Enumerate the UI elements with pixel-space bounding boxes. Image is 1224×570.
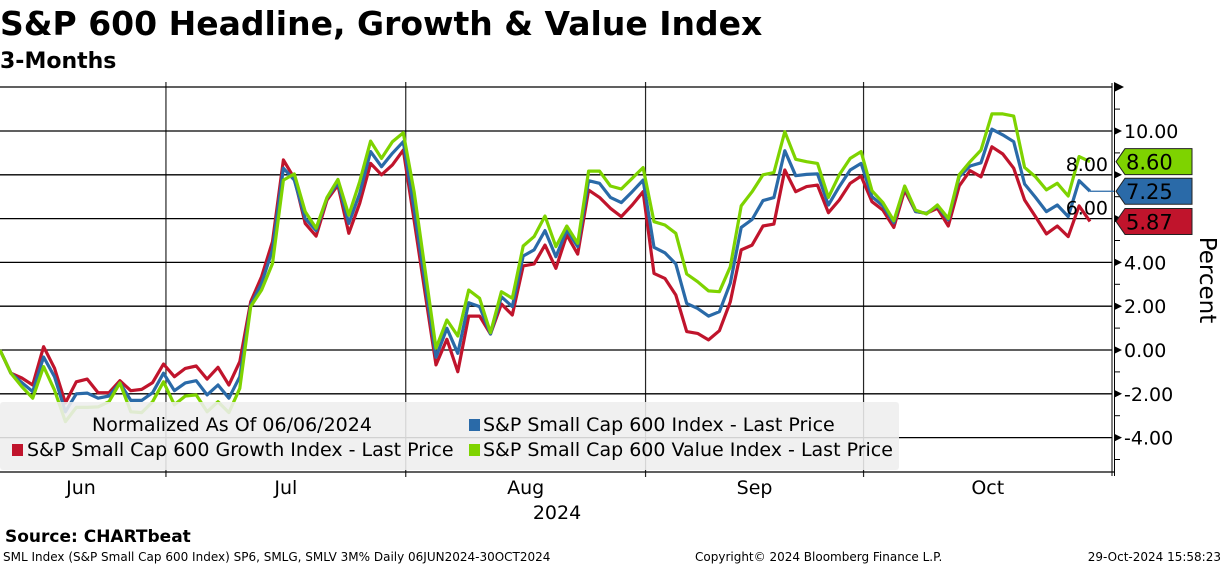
footer-copyright: Copyright© 2024 Bloomberg Finance L.P.	[695, 550, 942, 564]
last-value-tag	[1115, 207, 1193, 235]
y-tick-label: 10.00	[1124, 121, 1178, 143]
legend-background	[0, 402, 899, 470]
y-axis-arrow	[1114, 82, 1124, 92]
y-tick-arrow	[1114, 258, 1122, 267]
y-tick-arrow	[1114, 302, 1122, 311]
x-tick-label: Jul	[273, 477, 297, 499]
last-value-label: 8.60	[1126, 151, 1173, 175]
y-tick-arrow	[1114, 346, 1122, 354]
y-tick-label: 2.00	[1124, 296, 1166, 318]
legend: Normalized As Of 06/06/2024 S&P Small Ca…	[0, 402, 899, 470]
y-tick-label: -4.00	[1124, 428, 1173, 450]
y-tick-label: -2.00	[1124, 384, 1173, 406]
legend-label-value: S&P Small Cap 600 Value Index - Last Pri…	[483, 439, 893, 461]
x-axis-year-label: 2024	[533, 502, 581, 524]
series-line	[0, 112, 1091, 424]
x-axis: Jun Jul Aug Sep Oct	[65, 477, 1004, 499]
last-value-tag	[1115, 177, 1193, 205]
legend-label-growth: S&P Small Cap 600 Growth Index - Last Pr…	[27, 439, 454, 461]
x-tick-label: Oct	[971, 477, 1004, 499]
legend-swatch-index	[469, 419, 480, 431]
series-line	[0, 145, 1092, 405]
last-value-tag	[1115, 148, 1193, 176]
y-tick-arrow	[1114, 170, 1122, 179]
chart-subtitle: 3-Months	[0, 49, 116, 74]
y-tick-arrow	[1114, 433, 1122, 442]
last-value-label: 5.87	[1126, 210, 1173, 234]
footer-description: SML Index (S&P Small Cap 600 Index) SP6,…	[3, 550, 550, 564]
source-text: Source: CHARTbeat	[5, 527, 191, 547]
chart-title: S&P 600 Headline, Growth & Value Index	[0, 4, 762, 43]
x-tick-label: Jun	[65, 477, 96, 499]
footer-timestamp: 29-Oct-2024 15:58:23	[1088, 550, 1221, 564]
legend-label-index: S&P Small Cap 600 Index - Last Price	[483, 414, 835, 436]
y-tick-label: 8.00	[1066, 154, 1108, 176]
last-value-tags: 8.60 7.25 5.87	[1115, 148, 1193, 235]
y-tick-label: 4.00	[1124, 252, 1166, 274]
y-axis: -4.00 -2.00 0.00 2.00 4.00 6.00 8.00 10.00	[1066, 82, 1178, 460]
x-tick-label: Aug	[507, 477, 544, 499]
legend-swatch-growth	[12, 444, 23, 456]
y-tick-label: 0.00	[1124, 340, 1166, 362]
y-tick-arrow	[1114, 127, 1122, 135]
x-tick-label: Sep	[737, 477, 773, 499]
y-tick-label: 6.00	[1066, 198, 1108, 220]
plot-area	[0, 112, 1114, 424]
last-value-label: 7.25	[1126, 180, 1173, 204]
legend-note: Normalized As Of 06/06/2024	[92, 414, 372, 436]
legend-swatch-value	[469, 444, 480, 456]
series-line	[0, 127, 1092, 414]
y-axis-label: Percent	[1194, 237, 1220, 324]
y-tick-arrow	[1114, 389, 1122, 398]
